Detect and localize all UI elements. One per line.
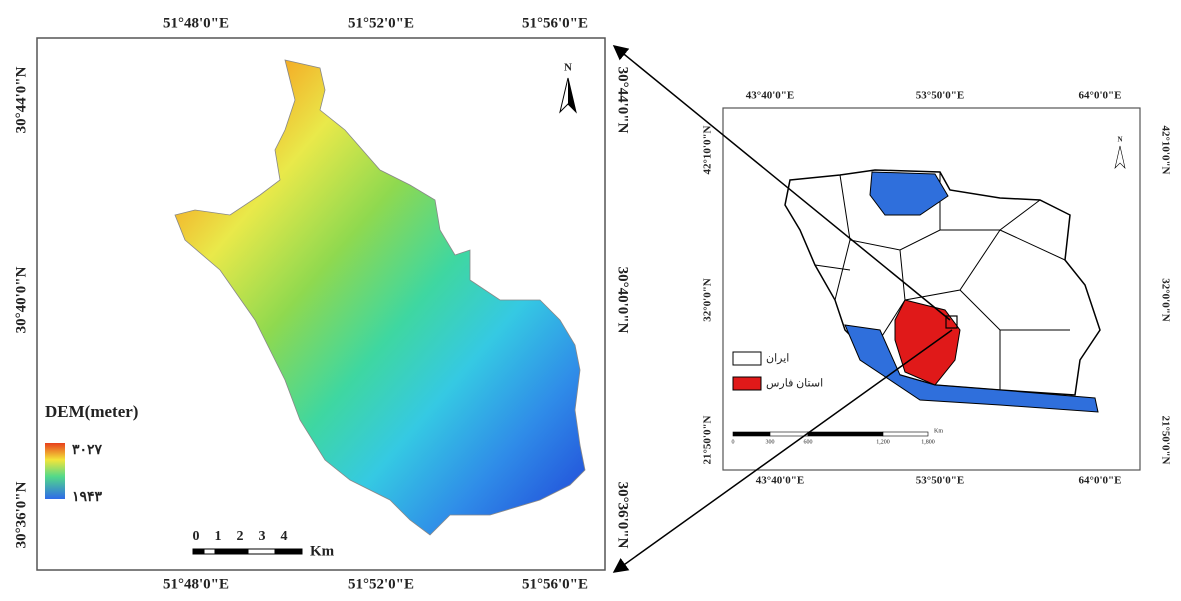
lat-label: 30°44'0"N bbox=[13, 66, 29, 133]
lon-label: 51°52'0"E bbox=[348, 576, 414, 592]
lon-label: 43°40'0"E bbox=[746, 90, 794, 102]
scale-label: 2 bbox=[237, 529, 244, 544]
lon-label: 51°48'0"E bbox=[163, 15, 229, 31]
lat-label: 32°0'0"N bbox=[702, 278, 714, 322]
lat-label: 30°44'0"N bbox=[615, 67, 631, 134]
scale-label: 300 bbox=[766, 439, 775, 445]
legend-ramp bbox=[45, 443, 65, 499]
scale-label: 1,800 bbox=[921, 439, 935, 445]
legend-label: استان فارس bbox=[766, 378, 823, 390]
lon-label: 51°56'0"E bbox=[522, 576, 588, 592]
scale-unit: Km bbox=[310, 543, 335, 559]
lat-label: 30°36'0"N bbox=[13, 481, 29, 548]
legend-label: ایران bbox=[766, 353, 789, 365]
lat-label: 42°10'0"N bbox=[1159, 125, 1171, 174]
north-label: N bbox=[1117, 136, 1122, 144]
lon-label: 64°0'0"E bbox=[1079, 90, 1122, 102]
scale-bar bbox=[193, 549, 302, 554]
north-label: N bbox=[564, 62, 572, 74]
scale-label: 4 bbox=[281, 529, 288, 544]
lat-label: 32°0'0"N bbox=[1159, 278, 1171, 322]
scale-label: 600 bbox=[804, 439, 813, 445]
legend-title: DEM(meter) bbox=[45, 402, 138, 421]
lat-label: 42°10'0"N bbox=[702, 125, 714, 174]
lat-label: 21°50'0"N bbox=[702, 415, 714, 464]
legend-low: ۱۹۴۳ bbox=[72, 490, 103, 505]
lat-label: 30°36'0"N bbox=[615, 482, 631, 549]
lon-label: 43°40'0"E bbox=[756, 475, 804, 487]
figure: 51°48'0"E 51°52'0"E 51°56'0"E 51°48'0"E … bbox=[0, 0, 1181, 601]
lat-label: 30°40'0"N bbox=[615, 267, 631, 334]
lat-label: 21°50'0"N bbox=[1159, 415, 1171, 464]
lon-label: 51°52'0"E bbox=[348, 15, 414, 31]
legend-swatch bbox=[733, 377, 761, 390]
lon-label: 64°0'0"E bbox=[1079, 475, 1122, 487]
scale-unit: Km bbox=[934, 428, 943, 434]
legend-swatch bbox=[733, 352, 761, 365]
lon-label: 53°50'0"E bbox=[916, 90, 964, 102]
scale-bar bbox=[733, 432, 928, 436]
lon-label: 51°48'0"E bbox=[163, 576, 229, 592]
scale-label: 1 bbox=[215, 529, 222, 544]
legend-high: ۳۰۲۷ bbox=[72, 443, 103, 458]
lon-label: 51°56'0"E bbox=[522, 15, 588, 31]
scale-label: 3 bbox=[259, 529, 266, 544]
scale-label: 0 bbox=[193, 529, 200, 544]
scale-label: 1,200 bbox=[876, 439, 890, 445]
scale-label: 0 bbox=[732, 439, 735, 445]
lon-label: 53°50'0"E bbox=[916, 475, 964, 487]
lat-label: 30°40'0"N bbox=[13, 266, 29, 333]
